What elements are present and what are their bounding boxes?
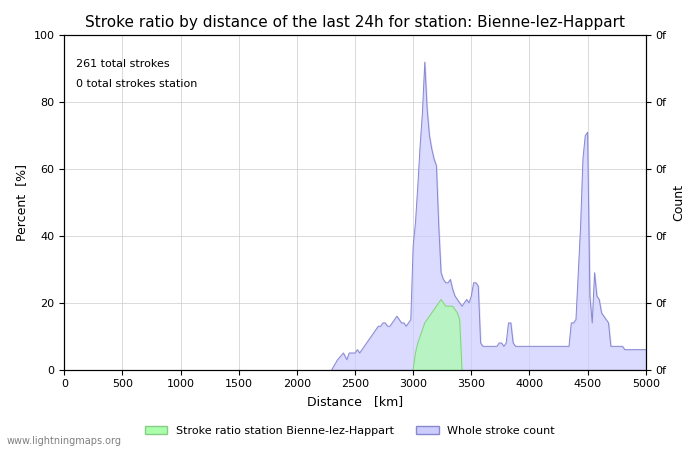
Legend: Stroke ratio station Bienne-lez-Happart, Whole stroke count: Stroke ratio station Bienne-lez-Happart,… <box>141 421 559 440</box>
Y-axis label: Count: Count <box>672 184 685 221</box>
Text: 0 total strokes station: 0 total strokes station <box>76 79 197 89</box>
Text: www.lightningmaps.org: www.lightningmaps.org <box>7 436 122 446</box>
X-axis label: Distance   [km]: Distance [km] <box>307 395 403 408</box>
Y-axis label: Percent  [%]: Percent [%] <box>15 164 28 241</box>
Text: 261 total strokes: 261 total strokes <box>76 59 169 69</box>
Title: Stroke ratio by distance of the last 24h for station: Bienne-lez-Happart: Stroke ratio by distance of the last 24h… <box>85 15 625 30</box>
